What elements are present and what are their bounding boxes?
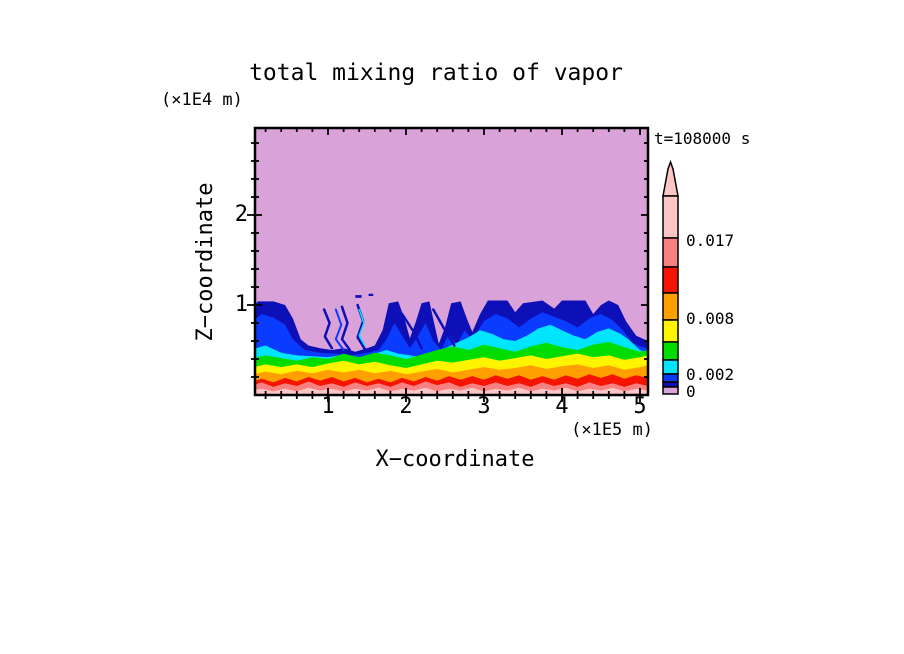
colorbar-arrow [662, 159, 679, 197]
band-pink [255, 387, 648, 395]
colorbar-segment-red [662, 266, 679, 294]
filament [334, 308, 345, 351]
z-axis-label: Z−coordinate [193, 182, 218, 342]
page-title: total mixing ratio of vapor [249, 60, 623, 86]
axis-ticks [247, 128, 648, 402]
z-axis-unit-label: (×1E4 m) [161, 90, 243, 110]
filament [322, 308, 334, 350]
colorbar-label-0017: 0.017 [686, 231, 735, 250]
colorbar-segment-yellow [662, 319, 679, 343]
x-tick-label-1: 1 [321, 394, 335, 419]
contour-field [255, 128, 648, 395]
x-tick-label-2: 2 [399, 394, 413, 419]
filament [400, 312, 423, 350]
filament [358, 308, 366, 347]
x-tick-label-4: 4 [555, 394, 569, 419]
colorbar-segment-pink [662, 195, 679, 239]
colorbar-label-0002: 0.002 [686, 365, 735, 384]
colorbar-segment-cyan [662, 359, 679, 375]
x-axis-unit-label: (×1E5 m) [571, 420, 653, 440]
contour-plot [247, 126, 650, 402]
z-tick-label-1: 1 [234, 292, 248, 317]
colorbar-segment-orange [662, 292, 679, 321]
timestamp-label: t=108000 s [654, 129, 751, 148]
z-tick-label-2: 2 [234, 202, 248, 227]
filament [340, 305, 352, 352]
speck [355, 295, 362, 298]
x-tick-label-5: 5 [633, 394, 647, 419]
filament [432, 308, 456, 347]
x-axis-label: X−coordinate [375, 447, 535, 472]
colorbar [662, 159, 679, 395]
plot-frame [253, 126, 650, 397]
speck [368, 293, 374, 296]
colorbar-segment-green [662, 341, 679, 361]
x-tick-label-3: 3 [477, 394, 491, 419]
colorbar-label-0: 0 [686, 382, 696, 401]
colorbar-label-0008: 0.008 [686, 309, 735, 328]
colorbar-segment-blue [662, 373, 679, 383]
colorbar-segment-salmon [662, 237, 679, 268]
colorbar-segment-lavender [662, 386, 679, 395]
